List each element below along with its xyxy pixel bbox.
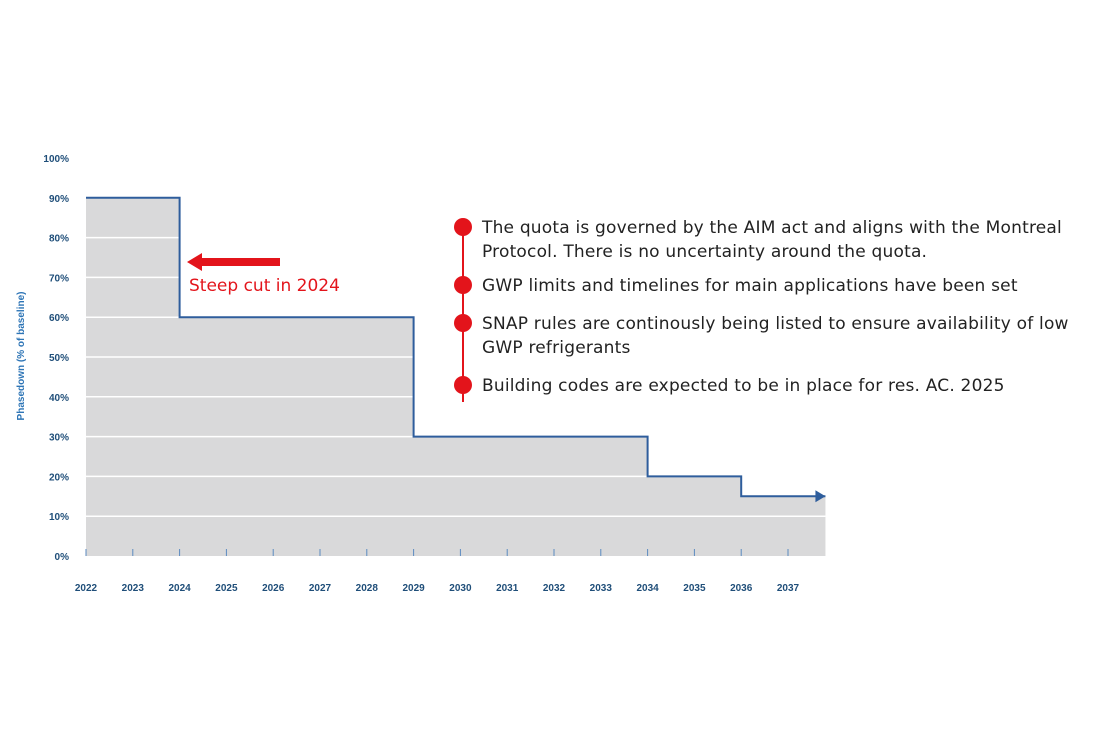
x-tick-label: 2034	[636, 583, 659, 594]
x-tick-label: 2036	[730, 583, 753, 594]
x-tick-label: 2025	[215, 583, 238, 594]
note-text: GWP limits and timelines for main applic…	[482, 276, 1018, 296]
x-tick-label: 2028	[356, 583, 379, 594]
phasedown-step-line	[86, 196, 826, 498]
bullet-dot-icon	[454, 314, 472, 332]
y-tick-label: 100%	[43, 154, 69, 165]
notes-list: The quota is governed by the AIM act and…	[454, 216, 1114, 402]
note-item: The quota is governed by the AIM act and…	[454, 216, 1114, 264]
bullet-dot-icon	[454, 218, 472, 236]
y-tick-label: 90%	[49, 194, 69, 205]
bullet-dot-icon	[454, 376, 472, 394]
x-tick-label: 2032	[543, 583, 566, 594]
y-tick-label: 80%	[49, 234, 69, 245]
x-tick-label: 2026	[262, 583, 285, 594]
note-text: Building codes are expected to be in pla…	[482, 376, 1005, 396]
x-tick-label: 2033	[590, 583, 613, 594]
y-tick-label: 60%	[49, 313, 69, 324]
note-item: Building codes are expected to be in pla…	[454, 374, 1114, 398]
steep-cut-arrow	[187, 253, 280, 271]
y-tick-label: 0%	[55, 552, 70, 563]
x-tick-label: 2024	[168, 583, 191, 594]
bullet-dot-icon	[454, 276, 472, 294]
x-tick-label: 2030	[449, 583, 472, 594]
y-axis-ticks: 0% 10% 20% 30% 40% 50% 60% 70% 80% 90% 100%	[43, 154, 69, 563]
y-tick-label: 50%	[49, 353, 69, 364]
y-tick-label: 40%	[49, 393, 69, 404]
x-tick-label: 2027	[309, 583, 332, 594]
note-item: GWP limits and timelines for main applic…	[454, 274, 1114, 298]
y-tick-label: 10%	[49, 512, 69, 523]
x-tick-label: 2035	[683, 583, 706, 594]
note-item: SNAP rules are continously being listed …	[454, 312, 1114, 360]
y-tick-label: 30%	[49, 433, 69, 444]
y-tick-label: 70%	[49, 273, 69, 284]
line-arrowhead	[815, 490, 826, 503]
x-tick-label: 2031	[496, 583, 519, 594]
phasedown-area	[86, 197, 826, 557]
note-text: SNAP rules are continously being listed …	[482, 314, 1069, 358]
y-tick-label: 20%	[49, 472, 69, 483]
x-axis-ticks: 2022 2023 2024 2025 2026 2027 2028 2029 2030 2031…	[75, 549, 800, 594]
note-text: The quota is governed by the AIM act and…	[482, 218, 1062, 262]
x-tick-label: 2023	[122, 583, 145, 594]
x-tick-label: 2037	[777, 583, 800, 594]
x-tick-label: 2022	[75, 583, 98, 594]
y-axis-title: Phasedown (% of baseline)	[16, 292, 27, 421]
steep-cut-label: Steep cut in 2024	[189, 276, 340, 296]
x-tick-label: 2029	[402, 583, 425, 594]
